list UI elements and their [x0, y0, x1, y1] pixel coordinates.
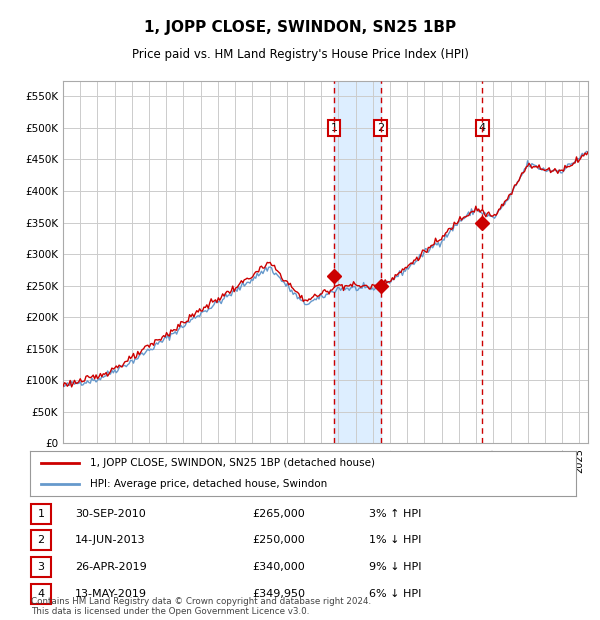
Text: 13-MAY-2019: 13-MAY-2019 — [75, 588, 147, 599]
Text: Price paid vs. HM Land Registry's House Price Index (HPI): Price paid vs. HM Land Registry's House … — [131, 48, 469, 61]
Text: £250,000: £250,000 — [252, 535, 305, 546]
Text: £265,000: £265,000 — [252, 508, 305, 519]
Text: 3% ↑ HPI: 3% ↑ HPI — [369, 508, 421, 519]
Text: 1, JOPP CLOSE, SWINDON, SN25 1BP (detached house): 1, JOPP CLOSE, SWINDON, SN25 1BP (detach… — [90, 458, 375, 468]
Text: 14-JUN-2013: 14-JUN-2013 — [75, 535, 146, 546]
Text: 26-APR-2019: 26-APR-2019 — [75, 562, 147, 572]
Text: This data is licensed under the Open Government Licence v3.0.: This data is licensed under the Open Gov… — [31, 607, 310, 616]
Text: 9% ↓ HPI: 9% ↓ HPI — [369, 562, 421, 572]
Text: 1: 1 — [38, 508, 44, 519]
Text: 1% ↓ HPI: 1% ↓ HPI — [369, 535, 421, 546]
Bar — [334, 81, 380, 443]
Text: 2: 2 — [38, 535, 44, 546]
Text: Contains HM Land Registry data © Crown copyright and database right 2024.: Contains HM Land Registry data © Crown c… — [31, 597, 371, 606]
Text: 3: 3 — [38, 562, 44, 572]
Text: £349,950: £349,950 — [252, 588, 305, 599]
Text: 4: 4 — [38, 588, 44, 599]
Text: 1, JOPP CLOSE, SWINDON, SN25 1BP: 1, JOPP CLOSE, SWINDON, SN25 1BP — [144, 20, 456, 35]
Text: 2: 2 — [377, 123, 384, 133]
Text: 4: 4 — [479, 123, 486, 133]
Text: £340,000: £340,000 — [252, 562, 305, 572]
Text: 30-SEP-2010: 30-SEP-2010 — [75, 508, 146, 519]
Text: 1: 1 — [331, 123, 338, 133]
Text: HPI: Average price, detached house, Swindon: HPI: Average price, detached house, Swin… — [90, 479, 328, 489]
Text: 6% ↓ HPI: 6% ↓ HPI — [369, 588, 421, 599]
